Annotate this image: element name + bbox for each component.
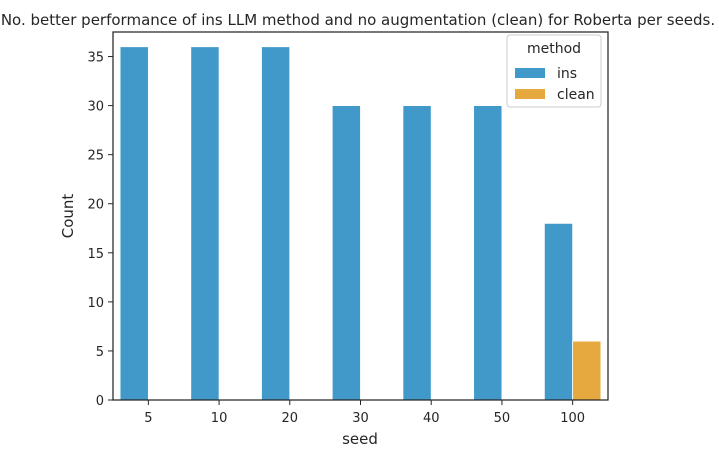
bar-ins-5 [119,46,149,401]
bar-ins-40 [402,105,432,401]
x-tick-label-5: 5 [144,411,152,426]
bar-clean-100 [572,340,602,401]
plot-frame [112,31,609,401]
chart-title: No. better performance of ins LLM method… [1,11,715,29]
y-axis: 0 5 10 15 20 25 30 35 [87,51,113,409]
legend-swatch-ins [515,68,545,78]
y-tick-label-25: 25 [87,149,104,164]
y-tick-label-30: 30 [87,100,104,115]
legend-title: method [527,41,581,57]
bar-ins-30 [331,105,361,401]
x-axis: 5 10 20 30 40 50 100 [144,400,585,426]
legend-label-clean: clean [557,87,595,103]
y-tick-label-10: 10 [87,296,104,311]
y-tick-label-35: 35 [87,51,104,66]
y-tick-label-0: 0 [96,394,104,409]
y-tick-label-5: 5 [96,345,104,360]
x-tick-label-30: 30 [352,411,369,426]
y-tick-label-15: 15 [87,247,104,262]
legend: method ins clean [506,34,602,108]
x-tick-label-100: 100 [560,411,585,426]
y-axis-label: Count [59,194,77,239]
x-tick-label-20: 20 [282,411,299,426]
bar-ins-100 [543,222,574,401]
legend-swatch-clean [515,89,545,99]
y-tick-label-20: 20 [87,198,104,213]
x-tick-label-50: 50 [494,411,511,426]
bars [119,46,602,401]
x-tick-label-10: 10 [211,411,228,426]
bar-ins-20 [261,46,291,401]
legend-label-ins: ins [557,66,577,82]
x-tick-label-40: 40 [423,411,440,426]
bar-ins-50 [473,105,503,401]
x-axis-label: seed [342,430,378,448]
bar-ins-10 [190,46,220,401]
